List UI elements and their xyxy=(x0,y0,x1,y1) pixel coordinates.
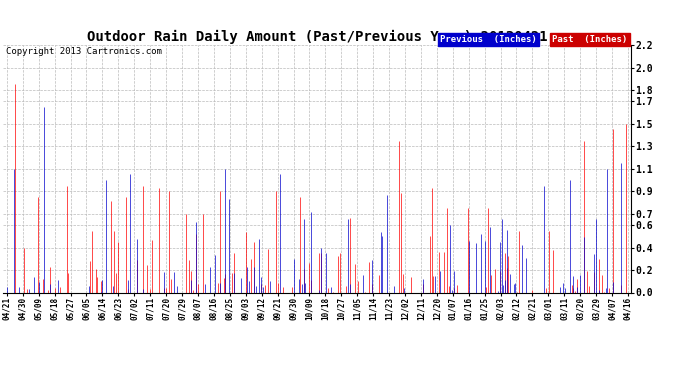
Text: Previous  (Inches): Previous (Inches) xyxy=(440,35,537,44)
Text: Copyright 2013 Cartronics.com: Copyright 2013 Cartronics.com xyxy=(6,47,161,56)
Title: Outdoor Rain Daily Amount (Past/Previous Year) 20130421: Outdoor Rain Daily Amount (Past/Previous… xyxy=(87,30,548,44)
Text: Past  (Inches): Past (Inches) xyxy=(552,35,627,44)
